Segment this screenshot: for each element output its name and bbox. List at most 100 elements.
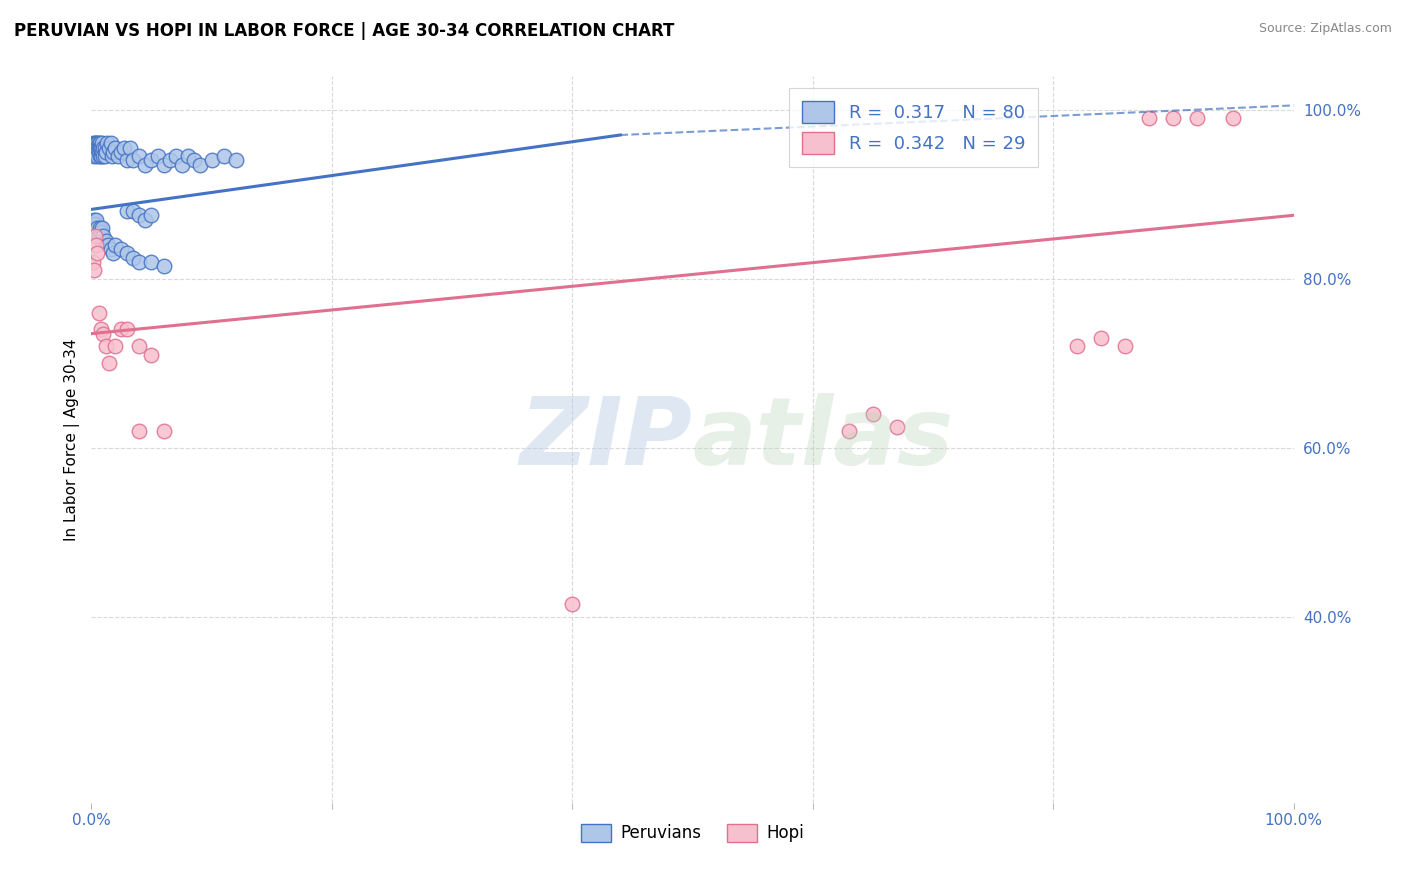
Point bbox=[886, 419, 908, 434]
Point bbox=[83, 263, 105, 277]
Point bbox=[101, 149, 124, 163]
Point bbox=[93, 149, 115, 163]
Point bbox=[170, 158, 193, 172]
Point bbox=[134, 158, 156, 172]
Point bbox=[1187, 111, 1209, 125]
Point bbox=[862, 407, 884, 421]
Point bbox=[152, 259, 174, 273]
Point bbox=[117, 153, 139, 168]
Point bbox=[1114, 339, 1136, 353]
Point bbox=[84, 136, 107, 151]
Point bbox=[89, 149, 111, 163]
Point bbox=[122, 204, 145, 219]
Point bbox=[176, 149, 198, 163]
Point bbox=[87, 145, 110, 159]
Text: PERUVIAN VS HOPI IN LABOR FORCE | AGE 30-34 CORRELATION CHART: PERUVIAN VS HOPI IN LABOR FORCE | AGE 30… bbox=[14, 22, 675, 40]
Point bbox=[1161, 111, 1184, 125]
Point bbox=[100, 242, 122, 256]
Point bbox=[188, 158, 211, 172]
Point bbox=[89, 136, 111, 151]
Point bbox=[117, 204, 139, 219]
Point bbox=[84, 212, 107, 227]
Point bbox=[89, 221, 111, 235]
Point bbox=[90, 149, 112, 163]
Point bbox=[86, 141, 108, 155]
Point bbox=[90, 225, 112, 239]
Point bbox=[84, 238, 107, 252]
Point bbox=[104, 141, 127, 155]
Point bbox=[84, 217, 107, 231]
Point bbox=[86, 136, 108, 151]
Point bbox=[93, 141, 115, 155]
Point bbox=[82, 141, 104, 155]
Point bbox=[104, 238, 127, 252]
Point bbox=[90, 322, 112, 336]
Point bbox=[128, 424, 150, 438]
Point bbox=[90, 141, 112, 155]
Point bbox=[212, 149, 235, 163]
Point bbox=[1066, 339, 1088, 353]
Point bbox=[141, 208, 163, 222]
Point bbox=[146, 149, 169, 163]
Point bbox=[165, 149, 187, 163]
Point bbox=[86, 221, 108, 235]
Point bbox=[86, 149, 108, 163]
Point bbox=[141, 348, 163, 362]
Point bbox=[201, 153, 224, 168]
Point bbox=[110, 242, 132, 256]
Point bbox=[141, 254, 163, 268]
Point bbox=[93, 141, 115, 155]
Point bbox=[159, 153, 181, 168]
Point bbox=[87, 141, 110, 155]
Point bbox=[100, 136, 122, 151]
Point bbox=[94, 234, 117, 248]
Point bbox=[104, 339, 127, 353]
Point bbox=[128, 254, 150, 268]
Point bbox=[98, 141, 121, 155]
Point bbox=[83, 145, 105, 159]
Point bbox=[101, 145, 124, 159]
Point bbox=[86, 145, 108, 159]
Point bbox=[117, 322, 139, 336]
Point bbox=[141, 153, 163, 168]
Point bbox=[112, 141, 135, 155]
Point bbox=[84, 136, 107, 151]
Point bbox=[94, 339, 117, 353]
Point bbox=[225, 153, 247, 168]
Point bbox=[128, 339, 150, 353]
Point bbox=[107, 149, 129, 163]
Text: Source: ZipAtlas.com: Source: ZipAtlas.com bbox=[1258, 22, 1392, 36]
Point bbox=[561, 597, 583, 611]
Point bbox=[82, 254, 104, 268]
Legend: Peruvians, Hopi: Peruvians, Hopi bbox=[574, 817, 811, 849]
Point bbox=[152, 424, 174, 438]
Point bbox=[118, 141, 141, 155]
Point bbox=[84, 145, 107, 159]
Point bbox=[87, 136, 110, 151]
Point bbox=[84, 145, 107, 159]
Point bbox=[101, 246, 124, 260]
Point bbox=[1090, 331, 1112, 345]
Point bbox=[134, 212, 156, 227]
Point bbox=[110, 322, 132, 336]
Point bbox=[91, 136, 114, 151]
Point bbox=[96, 136, 118, 151]
Point bbox=[83, 149, 105, 163]
Point bbox=[183, 153, 205, 168]
Point bbox=[84, 141, 107, 155]
Point bbox=[1222, 111, 1244, 125]
Point bbox=[93, 229, 115, 244]
Point bbox=[82, 136, 104, 151]
Point bbox=[1137, 111, 1160, 125]
Point bbox=[93, 149, 115, 163]
Point bbox=[122, 153, 145, 168]
Point bbox=[94, 145, 117, 159]
Point bbox=[84, 229, 107, 244]
Y-axis label: In Labor Force | Age 30-34: In Labor Force | Age 30-34 bbox=[65, 338, 80, 541]
Point bbox=[86, 246, 108, 260]
Point bbox=[91, 221, 114, 235]
Point bbox=[87, 305, 110, 319]
Point bbox=[128, 208, 150, 222]
Point bbox=[97, 238, 120, 252]
Point bbox=[117, 246, 139, 260]
